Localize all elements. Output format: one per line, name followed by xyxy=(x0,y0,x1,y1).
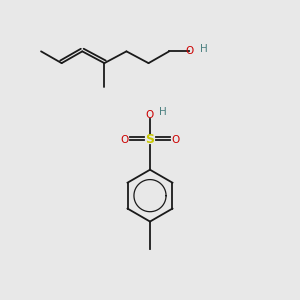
Text: O: O xyxy=(146,110,154,120)
Text: S: S xyxy=(146,133,154,146)
Text: O: O xyxy=(121,135,129,145)
Text: O: O xyxy=(186,46,194,56)
Text: H: H xyxy=(200,44,208,54)
Text: H: H xyxy=(159,107,167,117)
Text: O: O xyxy=(171,135,179,145)
